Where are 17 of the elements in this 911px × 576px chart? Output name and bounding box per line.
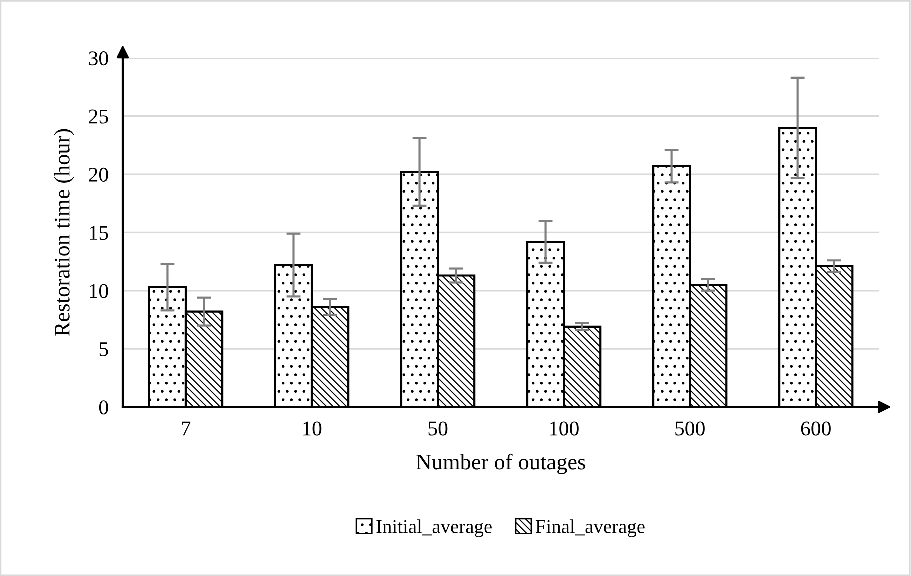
legend-label: Final_average xyxy=(536,520,645,538)
x-tick-label: 10 xyxy=(303,422,322,436)
x-tick-label: 500 xyxy=(676,422,705,436)
legend-label: Initial_average xyxy=(376,520,492,538)
x-tick-label: 50 xyxy=(428,422,448,436)
x-tick-label: 600 xyxy=(801,422,831,436)
y-tick-label: 0 xyxy=(99,400,108,415)
x-tick-label: 100 xyxy=(550,422,579,436)
y-tick-label: 15 xyxy=(90,226,108,240)
x-axis-title: Number of outages xyxy=(416,454,586,474)
y-tick-label: 30 xyxy=(89,52,108,66)
y-tick-label: 5 xyxy=(100,342,108,356)
x-tick-label: 7 xyxy=(182,422,191,436)
y-tick-label: 20 xyxy=(89,168,108,182)
y-tick-label: 10 xyxy=(90,284,108,298)
y-axis-title: Restoration time (hour) xyxy=(54,129,74,336)
y-tick-label: 25 xyxy=(89,110,108,124)
